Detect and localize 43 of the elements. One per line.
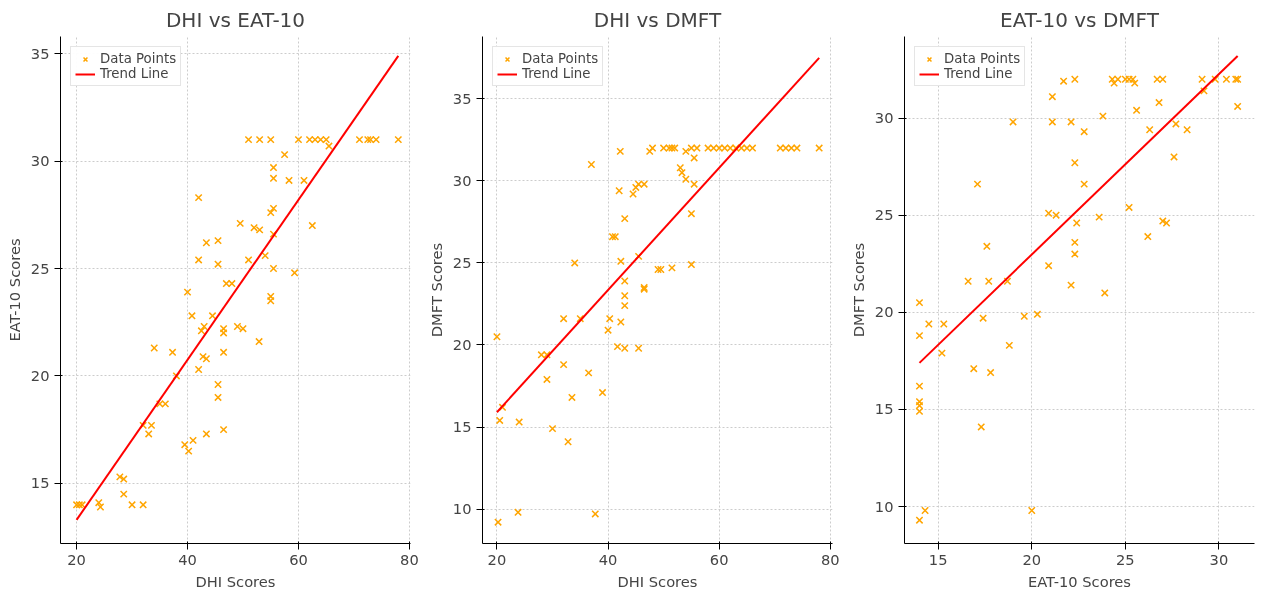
legend-label: Trend Line [100, 66, 169, 81]
y-tick-label: 10 [874, 497, 894, 515]
chart-title: EAT-10 vs DMFT [1000, 7, 1160, 32]
y-tick-label: 15 [874, 400, 894, 418]
x-axis-title: DHI Scores [195, 572, 276, 590]
x-tick-label: 30 [1209, 550, 1229, 568]
x-tick-label: 60 [289, 550, 308, 568]
y-axis-title: DMFT Scores [427, 242, 445, 338]
chart-title: DHI vs DMFT [593, 7, 722, 32]
x-tick-label: 40 [178, 550, 197, 568]
legend-label: Trend Line [944, 66, 1013, 81]
y-axis-title: EAT-10 Scores [5, 238, 23, 342]
x-tick-label: 40 [598, 550, 618, 568]
x-tick-label: 20 [67, 550, 86, 568]
y-tick-label: 30 [30, 152, 50, 170]
chart-title: DHI vs EAT-10 [165, 7, 306, 32]
x-tick-label: 20 [1022, 550, 1042, 568]
legend-label: Data Points [944, 51, 1021, 66]
x-tick-label: 60 [709, 550, 729, 568]
legend-label: Trend Line [522, 66, 591, 81]
x-tick-label: 20 [487, 550, 507, 568]
x-tick-label: 15 [928, 550, 948, 568]
x-axis-title: EAT-10 Scores [1027, 572, 1132, 590]
y-tick-label: 25 [874, 206, 894, 224]
y-tick-label: 30 [452, 171, 472, 189]
x-tick-label: 80 [400, 550, 419, 568]
y-tick-label: 20 [30, 366, 50, 384]
y-tick-label: 25 [30, 259, 50, 277]
y-tick-label: 10 [452, 500, 472, 518]
y-tick-label: 30 [874, 109, 894, 127]
x-tick-label: 80 [820, 550, 840, 568]
y-axis-title: DMFT Scores [849, 242, 867, 338]
x-axis-title: DHI Scores [617, 572, 698, 590]
x-tick-label: 25 [1116, 550, 1135, 568]
y-tick-label: 20 [874, 303, 894, 321]
legend-label: Data Points [100, 51, 177, 66]
y-tick-label: 15 [30, 474, 50, 492]
legend-label: Data Points [522, 51, 599, 66]
y-tick-label: 20 [452, 335, 472, 353]
y-tick-label: 35 [30, 44, 50, 62]
y-tick-label: 15 [452, 418, 472, 435]
y-tick-label: 35 [452, 89, 472, 107]
y-tick-label: 25 [452, 253, 472, 271]
